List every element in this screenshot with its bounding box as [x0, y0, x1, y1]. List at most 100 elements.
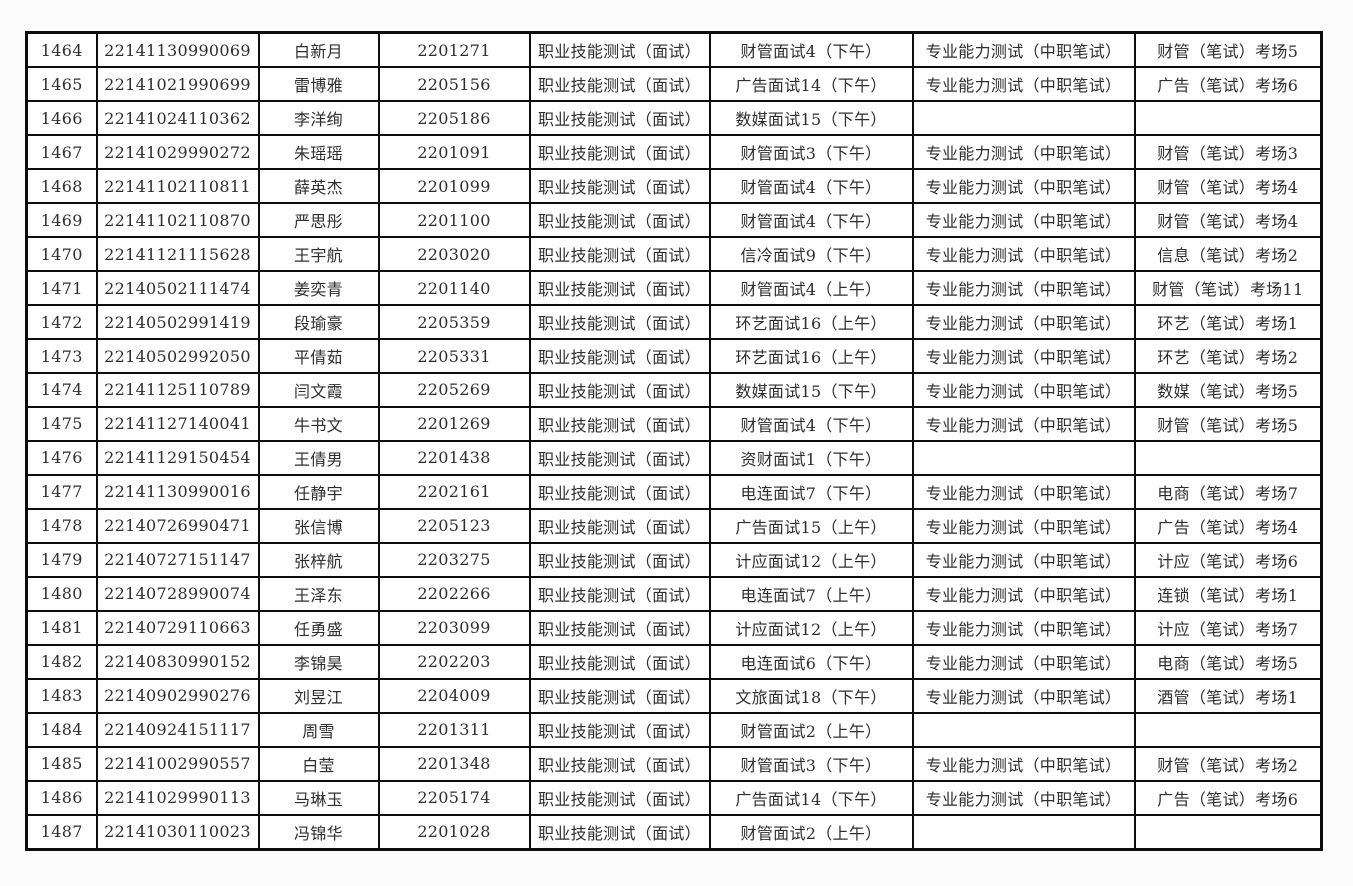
table-cell: 2203275 — [377, 541, 531, 578]
table-cell: 22141102110870 — [95, 202, 260, 239]
table-cell: 广告面试15（上午） — [708, 507, 914, 544]
table-cell: 职业技能测试（面试） — [528, 711, 711, 748]
table-row: 1465 22141021990699 雷博雅 2205156 职业技能测试（面试） 广告… — [25, 66, 1323, 103]
table-cell — [1133, 711, 1323, 748]
table-cell: 数媒（笔试）考场5 — [1133, 372, 1323, 408]
table-cell: 张梓航 — [257, 541, 380, 578]
table-cell: 专业能力测试（中职笔试） — [911, 236, 1136, 273]
table-cell: 22140924151117 — [95, 711, 260, 748]
table-cell: 连锁（笔试）考场1 — [1133, 575, 1323, 612]
table-cell: 平倩茹 — [257, 338, 380, 374]
table-cell: 刘昱江 — [257, 677, 380, 714]
table-cell: 1471 — [25, 270, 98, 307]
table-cell: 1482 — [25, 643, 98, 680]
table-cell: 1474 — [25, 372, 98, 408]
table-cell: 酒管（笔试）考场1 — [1133, 677, 1323, 714]
table-cell: 周雪 — [257, 711, 380, 748]
table-cell: 计应面试12（上午） — [708, 541, 914, 578]
table-row: 1468 22141102110811 薛英杰 2201099 职业技能测试（面试） 财管… — [25, 168, 1323, 205]
table-cell: 白莹 — [257, 745, 380, 782]
table-cell: 22141121115628 — [95, 236, 260, 273]
table-cell: 职业技能测试（面试） — [528, 372, 711, 408]
table-cell: 李洋绚 — [257, 100, 380, 137]
table-cell: 2201091 — [377, 134, 531, 171]
table-row: 1481 22140729110663 任勇盛 2203099 职业技能测试（面试） 计应… — [25, 609, 1323, 646]
table-cell: 财管面试4（上午） — [708, 270, 914, 307]
table-cell: 22141129150454 — [95, 439, 260, 476]
table-cell: 职业技能测试（面试） — [528, 168, 711, 205]
table-row: 1467 22141029990272 朱瑶瑶 2201091 职业技能测试（面试） 财管… — [25, 134, 1323, 171]
table-cell: 财管（笔试）考场4 — [1133, 202, 1323, 239]
table-cell: 王倩男 — [257, 439, 380, 476]
table-cell: 姜奕青 — [257, 270, 380, 307]
table-cell: 1473 — [25, 338, 98, 374]
table-cell: 财管面试3（下午） — [708, 134, 914, 171]
table-cell: 1478 — [25, 507, 98, 544]
table-cell: 1469 — [25, 202, 98, 239]
table-row: 1472 22140502991419 段瑜豪 2205359 职业技能测试（面试） 环艺… — [25, 304, 1323, 341]
table-cell: 1477 — [25, 473, 98, 510]
table-cell: 职业技能测试（面试） — [528, 202, 711, 239]
table-cell: 22141125110789 — [95, 372, 260, 408]
table-cell: 22141002990557 — [95, 745, 260, 782]
table-cell: 2205331 — [377, 338, 531, 374]
table-cell: 职业技能测试（面试） — [528, 100, 711, 137]
table-row: 1482 22140830990152 李锦昊 2202203 职业技能测试（面试） 电连… — [25, 643, 1323, 680]
table-cell: 专业能力测试（中职笔试） — [911, 575, 1136, 612]
table-cell: 1480 — [25, 575, 98, 612]
table-row: 1478 22140726990471 张信博 2205123 职业技能测试（面试） 广告… — [25, 507, 1323, 544]
table-cell: 电连面试7（上午） — [708, 575, 914, 612]
table-cell: 广告面试14（下午） — [708, 779, 914, 816]
table-cell: 2201100 — [377, 202, 531, 239]
table-cell: 财管（笔试）考场2 — [1133, 745, 1323, 782]
table-cell: 1479 — [25, 541, 98, 578]
table-cell: 职业技能测试（面试） — [528, 813, 711, 851]
table-cell: 广告面试14（下午） — [708, 66, 914, 103]
table-row: 1477 22141130990016 任静宇 2202161 职业技能测试（面试） 电连… — [25, 473, 1323, 510]
table-row: 1473 22140502992050 平倩茹 2205331 职业技能测试（面试） 环艺… — [25, 338, 1323, 374]
table-cell: 1486 — [25, 779, 98, 816]
table-cell: 牛书文 — [257, 405, 380, 442]
table-cell: 职业技能测试（面试） — [528, 31, 711, 69]
table-cell: 2201028 — [377, 813, 531, 851]
table-cell: 财管面试3（下午） — [708, 745, 914, 782]
table-cell: 李锦昊 — [257, 643, 380, 680]
table-cell: 22141029990113 — [95, 779, 260, 816]
table-cell: 2203020 — [377, 236, 531, 273]
table-row: 1485 22141002990557 白莹 2201348 职业技能测试（面试） 财管面… — [25, 745, 1323, 782]
table-cell: 王宇航 — [257, 236, 380, 273]
table-row: 1474 22141125110789 闫文霞 2205269 职业技能测试（面试） 数媒… — [25, 372, 1323, 408]
table-cell: 22141130990016 — [95, 473, 260, 510]
table-row: 1480 22140728990074 王泽东 2202266 职业技能测试（面试） 电连… — [25, 575, 1323, 612]
table-cell: 冯锦华 — [257, 813, 380, 851]
table-cell: 雷博雅 — [257, 66, 380, 103]
table-cell: 财管面试2（上午） — [708, 711, 914, 748]
table-cell: 职业技能测试（面试） — [528, 779, 711, 816]
table-row: 1486 22141029990113 马琳玉 2205174 职业技能测试（面试） 广告… — [25, 779, 1323, 816]
table-cell: 专业能力测试（中职笔试） — [911, 134, 1136, 171]
table-cell: 22140902990276 — [95, 677, 260, 714]
table-cell: 职业技能测试（面试） — [528, 575, 711, 612]
table-cell: 环艺面试16（上午） — [708, 304, 914, 341]
table-cell: 专业能力测试（中职笔试） — [911, 304, 1136, 341]
table-cell: 数媒面试15（下午） — [708, 372, 914, 408]
table-cell: 文旅面试18（下午） — [708, 677, 914, 714]
table-cell: 专业能力测试（中职笔试） — [911, 338, 1136, 374]
table-cell: 任勇盛 — [257, 609, 380, 646]
table-cell: 电商（笔试）考场5 — [1133, 643, 1323, 680]
table-row: 1484 22140924151117 周雪 2201311 职业技能测试（面试） 财管面… — [25, 711, 1323, 748]
table-cell: 职业技能测试（面试） — [528, 338, 711, 374]
table-cell: 财管（笔试）考场4 — [1133, 168, 1323, 205]
table-cell — [1133, 813, 1323, 851]
table-cell: 专业能力测试（中职笔试） — [911, 202, 1136, 239]
table-cell: 22141021990699 — [95, 66, 260, 103]
table-cell: 段瑜豪 — [257, 304, 380, 341]
table-cell: 1464 — [25, 31, 98, 69]
table-row: 1476 22141129150454 王倩男 2201438 职业技能测试（面试） 资财… — [25, 439, 1323, 476]
table-cell: 2202203 — [377, 643, 531, 680]
table-cell: 计应面试12（上午） — [708, 609, 914, 646]
table-cell: 22140502991419 — [95, 304, 260, 341]
table-cell: 专业能力测试（中职笔试） — [911, 677, 1136, 714]
table-cell: 数媒面试15（下午） — [708, 100, 914, 137]
